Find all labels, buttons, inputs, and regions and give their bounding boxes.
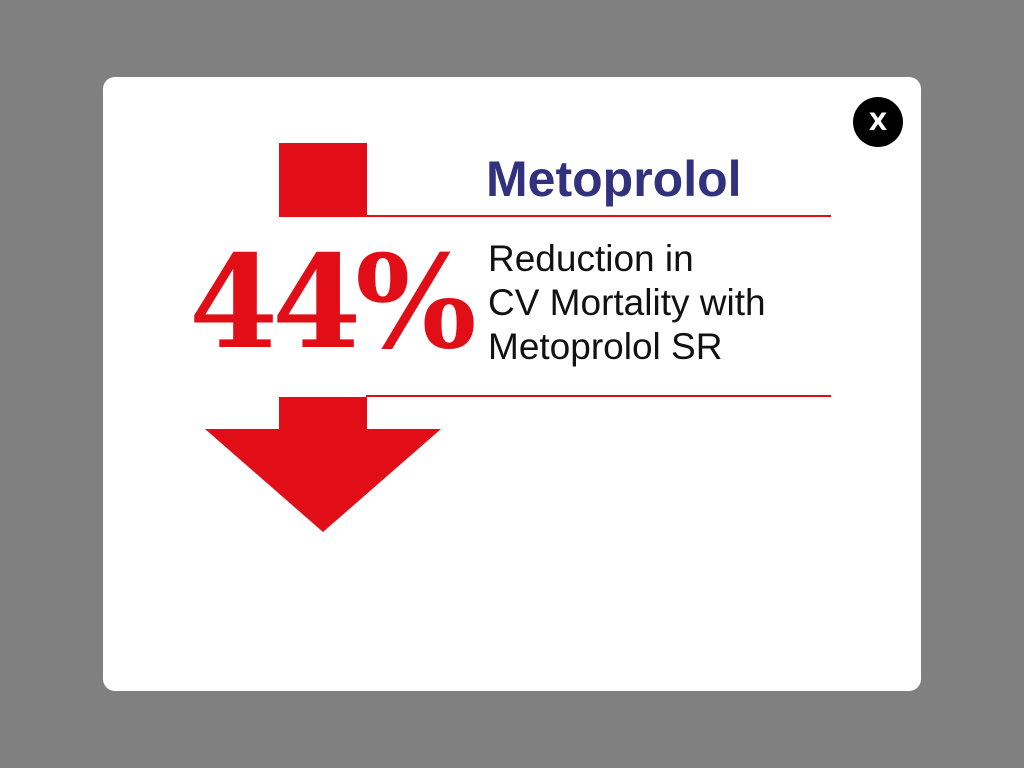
description-line-3: Metoprolol SR xyxy=(488,326,723,367)
arrow-shaft-top xyxy=(279,143,367,217)
arrow-shaft-bottom xyxy=(279,397,367,431)
description-line-1: Reduction in xyxy=(488,238,694,279)
arrow-head xyxy=(205,429,441,532)
info-modal: 44% Metoprolol Reduction in CV Mortality… xyxy=(103,77,921,691)
stat-percent: 44% xyxy=(189,228,477,378)
divider-bottom xyxy=(366,395,831,397)
drug-title: Metoprolol xyxy=(486,151,742,207)
description-line-2: CV Mortality with xyxy=(488,282,766,323)
divider-top xyxy=(366,215,831,217)
stat-description: Reduction in CV Mortality with Metoprolo… xyxy=(488,237,848,369)
close-icon: X xyxy=(868,108,888,136)
close-button[interactable]: X xyxy=(853,97,903,147)
